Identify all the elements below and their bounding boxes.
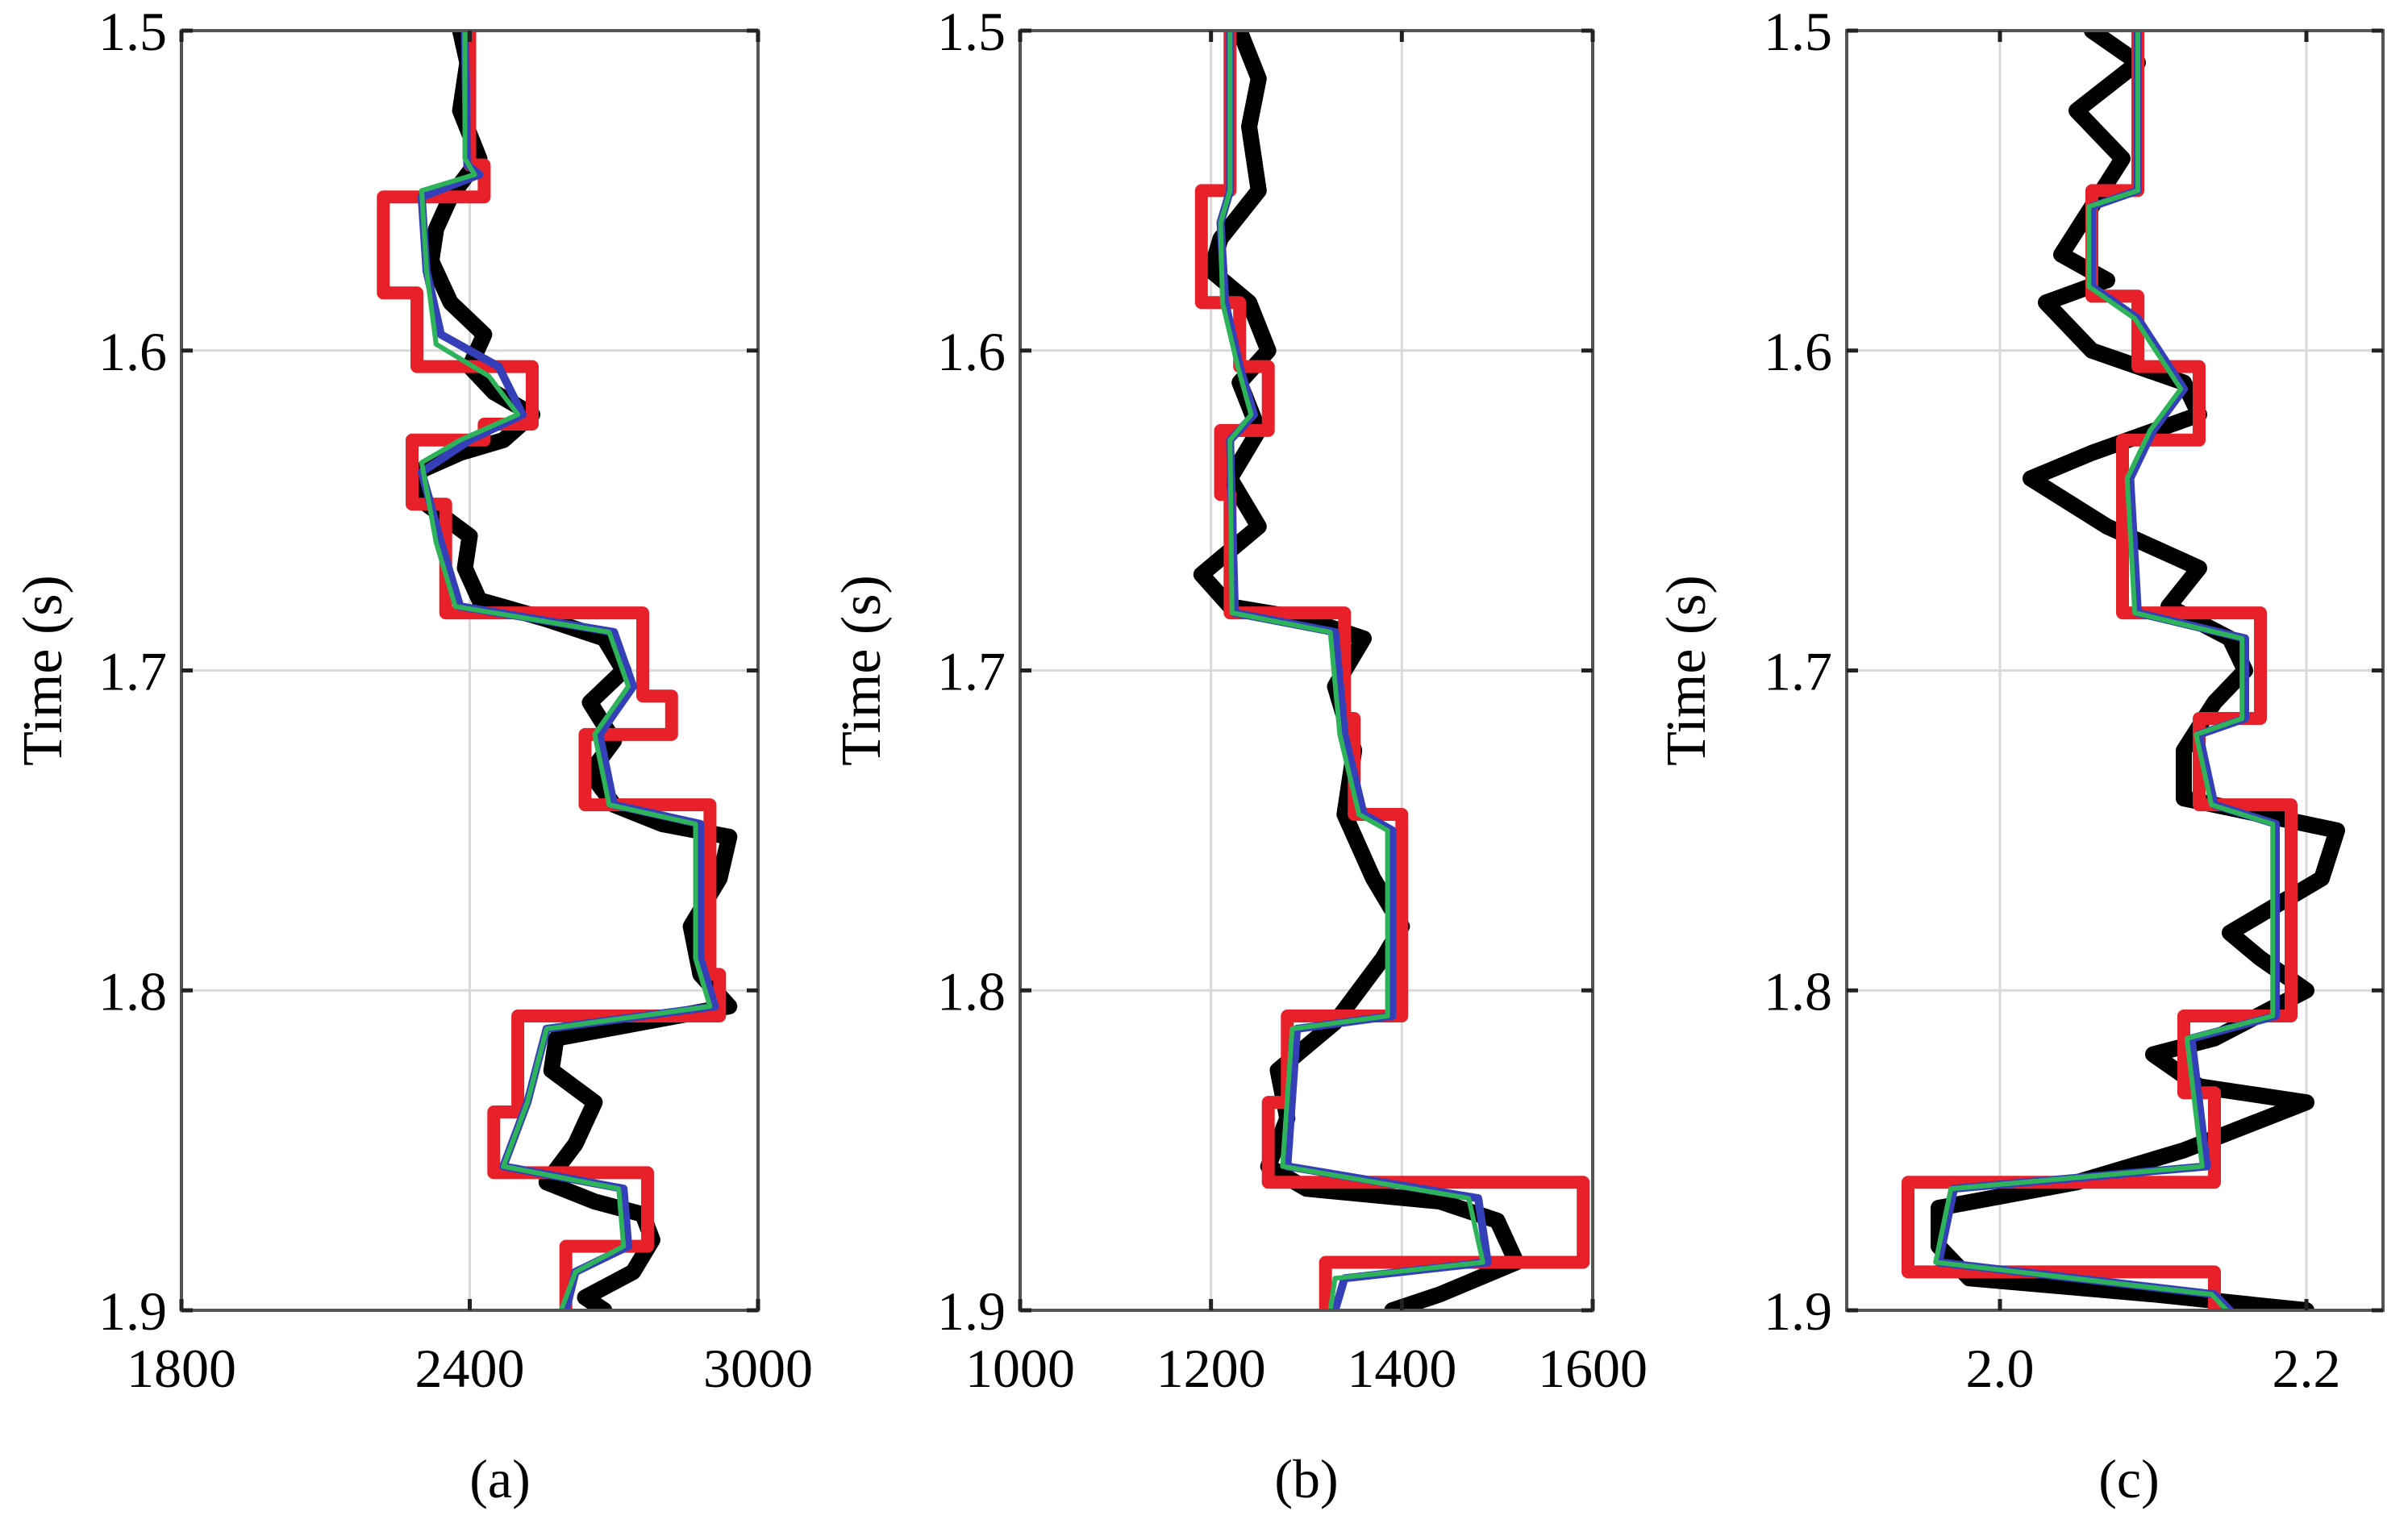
y-axis-title: Time (s) (12, 575, 74, 766)
series-line-red (1902, 31, 2298, 1310)
x-tick-label: 2.0 (1966, 1338, 2035, 1399)
panel-caption: (a) (469, 1448, 530, 1509)
y-tick-label: 1.5 (98, 1, 167, 62)
series-line-blue (1216, 31, 1492, 1310)
y-tick-label: 1.7 (98, 641, 167, 702)
y-tick-label: 1.8 (98, 960, 167, 1022)
x-tick-label: 2.2 (2273, 1338, 2341, 1399)
series-line-red (377, 31, 727, 1310)
x-tick-label: 3000 (703, 1338, 813, 1399)
y-tick-label: 1.6 (937, 321, 1006, 382)
series-line-green (419, 31, 713, 1310)
series-line-green (1933, 31, 2276, 1310)
x-tick-label: 1600 (1538, 1338, 1648, 1399)
y-tick-label: 1.8 (937, 960, 1006, 1022)
y-axis-title: Time (s) (1656, 575, 1718, 766)
y-tick-label: 1.9 (1764, 1280, 1832, 1342)
y-tick-label: 1.5 (937, 1, 1006, 62)
series-line-black (409, 31, 738, 1310)
y-tick-label: 1.8 (1764, 960, 1832, 1022)
series-line-red (1194, 31, 1590, 1310)
y-tick-label: 1.9 (937, 1280, 1006, 1342)
x-tick-label: 1200 (1156, 1338, 1266, 1399)
y-tick-label: 1.6 (1764, 321, 1832, 382)
panel-caption: (c) (2098, 1448, 2159, 1509)
x-tick-label: 1000 (965, 1338, 1075, 1399)
y-tick-label: 1.9 (98, 1280, 167, 1342)
y-tick-label: 1.6 (98, 321, 167, 382)
y-tick-label: 1.5 (1764, 1, 1832, 62)
x-tick-label: 2400 (415, 1338, 525, 1399)
series-line-green (1218, 31, 1485, 1310)
panel-caption: (b) (1274, 1448, 1338, 1509)
y-axis-title: Time (s) (831, 575, 893, 766)
y-tick-label: 1.7 (937, 641, 1006, 702)
y-tick-label: 1.7 (1764, 641, 1832, 702)
x-tick-label: 1800 (127, 1338, 236, 1399)
panel-c: 1.5 1.6 1.7 1.8 1.9 2.0 2.2 Time (s) (c) (1656, 1, 2385, 1509)
x-tick-label: 1400 (1347, 1338, 1456, 1399)
